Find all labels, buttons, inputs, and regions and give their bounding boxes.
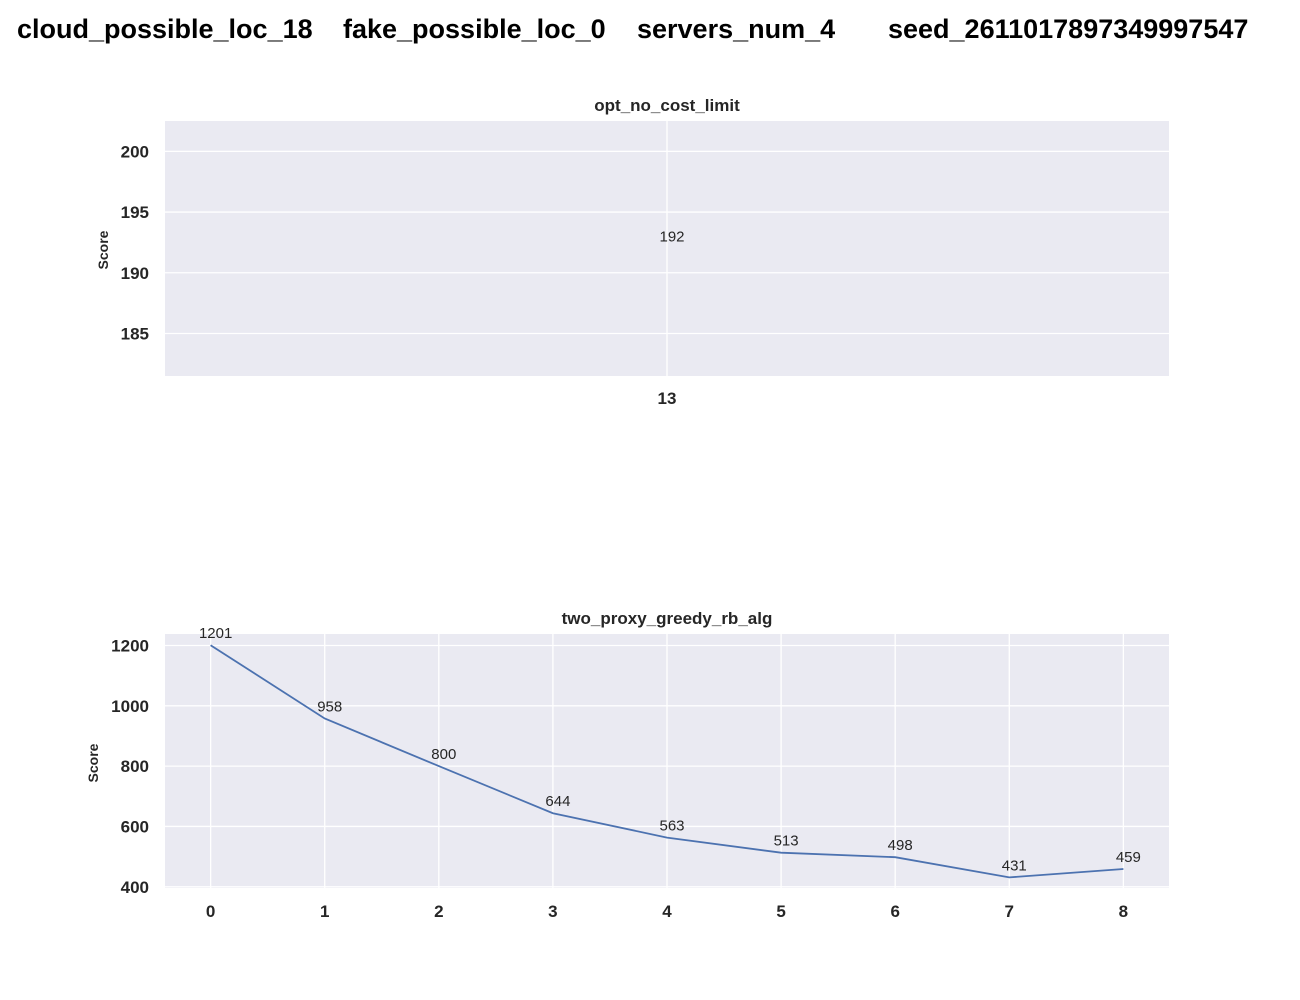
x-tick-label-1-2: 2 bbox=[434, 902, 443, 921]
data-label-1-0: 1201 bbox=[199, 625, 232, 642]
y-tick-label-1-3: 1000 bbox=[111, 697, 149, 716]
suptitle-part-fake: fake_possible_loc_0 bbox=[343, 14, 606, 44]
y-tick-label-0-0: 185 bbox=[121, 325, 149, 344]
data-label-1-4: 563 bbox=[659, 818, 684, 835]
y-tick-label-0-1: 190 bbox=[121, 264, 149, 283]
y-tick-label-1-4: 1200 bbox=[111, 636, 149, 655]
y-axis-label-0: Score bbox=[95, 230, 111, 269]
suptitle-part-servers: servers_num_4 bbox=[637, 14, 836, 44]
suptitle-part-cloud: cloud_possible_loc_18 bbox=[17, 14, 313, 44]
y-tick-label-0-3: 200 bbox=[121, 142, 149, 161]
x-tick-label-1-7: 7 bbox=[1005, 902, 1014, 921]
x-tick-label-1-6: 6 bbox=[890, 902, 899, 921]
x-tick-label-0-0: 13 bbox=[658, 389, 677, 408]
x-tick-label-1-4: 4 bbox=[662, 902, 672, 921]
data-label-1-3: 644 bbox=[545, 793, 570, 810]
x-tick-label-1-5: 5 bbox=[776, 902, 785, 921]
data-label-1-2: 800 bbox=[431, 746, 456, 763]
data-label-1-8: 459 bbox=[1116, 849, 1141, 866]
x-tick-label-1-3: 3 bbox=[548, 902, 557, 921]
x-tick-label-1-8: 8 bbox=[1119, 902, 1128, 921]
y-tick-label-1-0: 400 bbox=[121, 878, 149, 897]
y-axis-label-1: Score bbox=[85, 743, 101, 782]
y-tick-label-0-2: 195 bbox=[121, 203, 149, 222]
data-label-1-5: 513 bbox=[774, 833, 799, 850]
series-line-1 bbox=[210, 644, 1124, 879]
x-tick-label-1-1: 1 bbox=[320, 902, 329, 921]
figure-suptitle: cloud_possible_loc_18 fake_possible_loc_… bbox=[0, 14, 1300, 48]
data-label-1-6: 498 bbox=[888, 837, 913, 854]
subplot-title-0: opt_no_cost_limit bbox=[594, 96, 740, 115]
data-label-1-7: 431 bbox=[1002, 857, 1027, 874]
data-label-1-1: 958 bbox=[317, 698, 342, 715]
y-tick-label-1-2: 800 bbox=[121, 757, 149, 776]
subplot-title-1: two_proxy_greedy_rb_alg bbox=[562, 609, 773, 628]
data-label-0-0: 192 bbox=[659, 229, 684, 246]
suptitle-part-seed: seed_2611017897349997547 bbox=[888, 14, 1249, 44]
x-tick-label-1-0: 0 bbox=[206, 902, 215, 921]
y-tick-label-1-1: 600 bbox=[121, 817, 149, 836]
